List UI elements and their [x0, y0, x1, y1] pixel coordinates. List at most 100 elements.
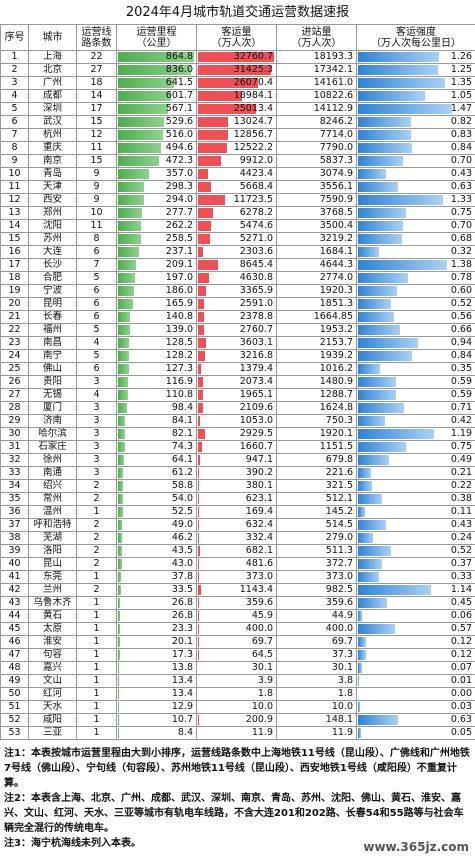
cell-text: 2 [11, 64, 18, 76]
cell-text: 294.0 [165, 194, 193, 206]
cell-text: 济南 [42, 415, 62, 427]
cell: 3 [76, 440, 117, 454]
cell-text: 110.8 [165, 389, 193, 401]
cell: 洛阳 [28, 544, 77, 558]
cell: 1 [76, 661, 117, 675]
cell-text: 0.66 [450, 324, 472, 336]
cell-text: 0.63 [450, 181, 472, 193]
cell: 43.0 [116, 557, 197, 571]
cell-text: 98.4 [171, 402, 193, 414]
cell-text: 127.3 [165, 363, 193, 375]
cell: 3074.9 [276, 167, 357, 181]
cell: 9 [76, 180, 117, 194]
cell: 5474.6 [196, 219, 277, 233]
cell: 2 [76, 557, 117, 571]
cell-text: 7790.0 [319, 142, 353, 154]
data-bar [358, 663, 363, 673]
row: 37 呼和浩特 2 49.0 632.4 514.5 0.43 [0, 518, 475, 532]
data-bar [198, 416, 201, 426]
cell: 苏州 [28, 232, 77, 246]
cell-text: 1660.7 [239, 441, 273, 453]
data-bar [198, 286, 206, 296]
cell-text: 1920.3 [319, 285, 353, 297]
cell: 19 [0, 284, 29, 298]
cell: 1953.2 [276, 323, 357, 337]
cell: 139.0 [116, 323, 197, 337]
cell: 1851.3 [276, 297, 357, 311]
cell-text: 5474.6 [239, 220, 273, 232]
cell-text: 1 [93, 662, 100, 674]
cell: 2 [0, 63, 29, 77]
data-bar [358, 546, 392, 556]
cell-text: 18984.1 [233, 90, 273, 102]
cell: 2 [76, 544, 117, 558]
cell-text: 0.56 [450, 311, 472, 323]
cell: 0.56 [356, 310, 475, 324]
cell: 3.8 [276, 674, 357, 688]
cell-text: 1 [93, 571, 100, 583]
cell: 3556.1 [276, 180, 357, 194]
row: 30 哈尔滨 3 82.1 2929.5 1920.1 1.19 [0, 427, 475, 441]
cell-text: 42 [8, 584, 21, 596]
cell-text: 23 [8, 337, 21, 349]
cell: 169.4 [196, 505, 277, 519]
cell: 30 [0, 427, 29, 441]
data-bar [118, 260, 137, 270]
cell: 27 [76, 63, 117, 77]
cell: 54.0 [116, 492, 197, 506]
data-bar [358, 156, 403, 166]
cell: 嘉兴 [28, 661, 77, 675]
cell-text: 9 [93, 194, 100, 206]
data-bar [358, 559, 382, 569]
cell-text: 1953.2 [319, 324, 353, 336]
cell: 文山 [28, 674, 77, 688]
data-bar [358, 624, 395, 634]
cell-text: 1.47 [450, 103, 472, 115]
cell: 17.3 [116, 648, 197, 662]
cell-text: 0.06 [450, 610, 472, 622]
data-bar [358, 403, 404, 413]
note: 注1：本表按城市运营里程由大到小排序，运营线路条数中上海地铁11号线（昆山段）、… [4, 748, 470, 789]
cell-text: 天水 [42, 701, 62, 713]
cell: 10 [76, 206, 117, 220]
cell: 2109.6 [196, 401, 277, 415]
cell: 绍兴 [28, 479, 77, 493]
cell: 2774.0 [276, 271, 357, 285]
data-bar [118, 546, 122, 556]
cell: 11.9 [276, 726, 357, 740]
cell-text: 天津 [42, 181, 62, 193]
data-bar [358, 143, 412, 153]
cell: 31425.3 [196, 63, 277, 77]
cell-text: 2303.6 [239, 246, 273, 258]
data-bar [118, 598, 121, 608]
cell-text: 0.52 [450, 545, 472, 557]
cell-text: 400.0 [245, 623, 273, 635]
header-line: 客运强度 [396, 26, 436, 38]
cell: 511.3 [276, 544, 357, 558]
cell: 4 [76, 388, 117, 402]
data-bar [358, 429, 435, 439]
cell: 5668.4 [196, 180, 277, 194]
cell-text: 200.9 [245, 714, 273, 726]
cell-text: 1 [93, 675, 100, 687]
cell-text: 南宁 [42, 350, 62, 362]
cell: 947.1 [196, 453, 277, 467]
data-bar [198, 455, 201, 465]
data-bar [118, 481, 124, 491]
cell-text: 373.0 [245, 571, 273, 583]
cell: 18193.3 [276, 50, 357, 64]
data-bar [118, 364, 130, 374]
data-bar [198, 325, 205, 335]
cell: 2591.0 [196, 297, 277, 311]
row: 21 长春 6 140.8 2378.8 1664.85 0.56 [0, 310, 475, 324]
row: 36 温州 1 52.5 169.4 145.2 0.11 [0, 505, 475, 519]
row: 32 徐州 3 64.1 947.1 679.8 0.49 [0, 453, 475, 467]
cell: 佛山 [28, 362, 77, 376]
cell-text: 43 [8, 597, 21, 609]
cell: 8 [0, 141, 29, 155]
data-bar [358, 572, 380, 582]
cell: 529.6 [116, 115, 197, 129]
cell-text: 0.43 [450, 168, 472, 180]
cell-text: 3556.1 [319, 181, 353, 193]
cell: 深圳 [28, 102, 77, 116]
